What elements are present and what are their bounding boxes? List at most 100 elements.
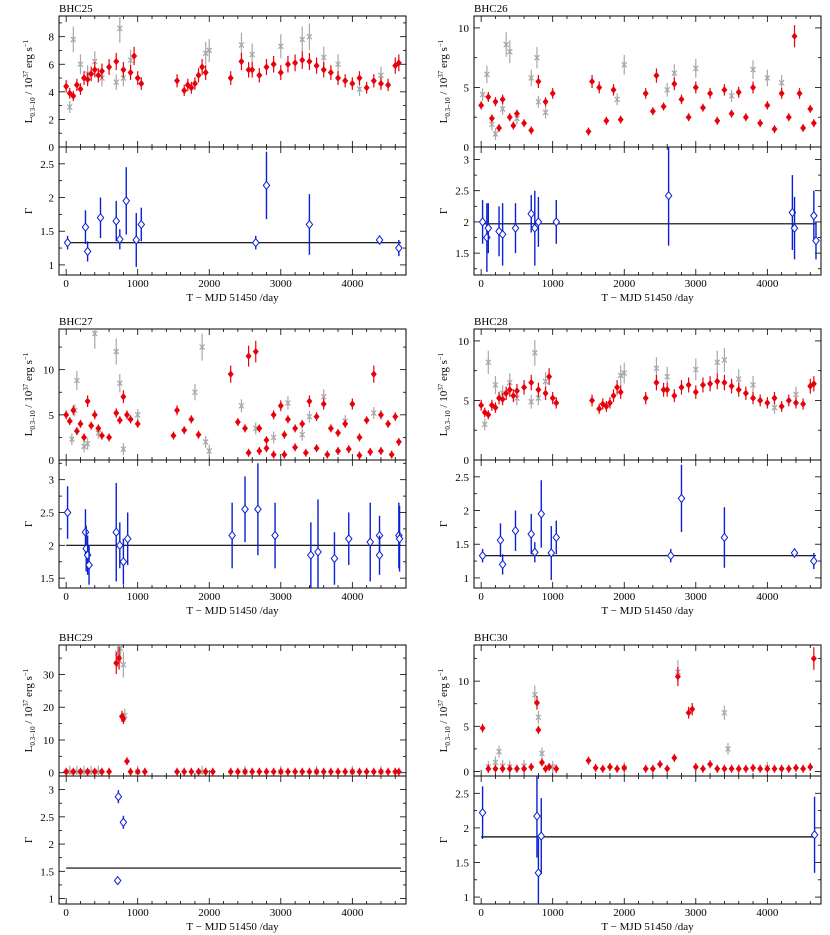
gamma-point xyxy=(63,237,72,248)
bright-point xyxy=(792,764,799,772)
bright-point xyxy=(292,443,299,452)
bright-point xyxy=(227,74,234,82)
y-lum-tick-label: 8 xyxy=(49,32,55,44)
bright-point xyxy=(542,389,549,397)
bright-point xyxy=(170,431,177,440)
bright-point xyxy=(499,765,506,773)
bright-point xyxy=(750,83,757,92)
y-lum-tick-label: 6 xyxy=(49,59,55,71)
faint-point xyxy=(202,438,209,445)
bright-point xyxy=(621,764,628,772)
faint-point xyxy=(721,709,728,716)
bright-point xyxy=(714,765,721,773)
gamma-point xyxy=(666,550,675,561)
gamma-point xyxy=(496,535,505,545)
gamma-point xyxy=(527,209,536,219)
bright-point xyxy=(496,124,503,132)
gamma-point xyxy=(534,217,543,227)
bright-point xyxy=(66,89,73,97)
bright-point xyxy=(138,79,145,88)
bright-point xyxy=(610,392,617,400)
faint-point xyxy=(116,380,123,387)
bright-point xyxy=(327,424,334,433)
bright-point xyxy=(521,765,528,773)
x-tick-label: 2000 xyxy=(613,278,636,290)
y-lum-tick-label: 4 xyxy=(49,87,55,99)
photon-index-axes-frame xyxy=(58,775,407,905)
bright-point xyxy=(63,82,70,91)
bright-point xyxy=(327,768,334,776)
x-axis-label: T − MJD 51450 /day xyxy=(186,605,279,617)
bright-point xyxy=(123,411,130,419)
bright-point xyxy=(284,768,291,776)
bright-point xyxy=(342,768,349,776)
y-lum-tick-label: 5 xyxy=(464,721,470,733)
x-tick-label: 0 xyxy=(63,278,69,290)
bright-point xyxy=(292,424,299,433)
faint-point xyxy=(479,91,486,98)
bright-point xyxy=(356,451,363,460)
faint-point xyxy=(120,661,127,668)
bright-point xyxy=(181,86,188,95)
faint-point xyxy=(270,434,277,441)
y-axis-label-gamma: Γ xyxy=(23,208,35,214)
bright-point xyxy=(678,95,685,104)
photon-index-series xyxy=(478,147,820,272)
y-axis-label-gamma: Γ xyxy=(23,521,35,527)
bright-point xyxy=(807,763,814,771)
gamma-point xyxy=(63,507,72,518)
x-tick-label: 0 xyxy=(478,591,484,603)
y-lum-tick-label: 5 xyxy=(49,410,55,422)
bright-point xyxy=(513,765,520,773)
bright-point xyxy=(499,395,506,403)
gamma-point xyxy=(119,817,128,828)
bright-point xyxy=(256,424,263,433)
bright-point xyxy=(764,765,771,773)
x-tick-label: 4000 xyxy=(756,591,779,603)
bright-point xyxy=(395,768,402,776)
photon-index-axes-frame xyxy=(58,146,407,276)
faint-point xyxy=(750,66,756,73)
bright-point xyxy=(327,68,334,77)
bright-point xyxy=(395,438,402,446)
bright-point xyxy=(592,764,599,772)
x-tick-label: 1000 xyxy=(127,278,150,290)
faint-point xyxy=(725,745,731,752)
bright-point xyxy=(728,109,735,118)
bright-point xyxy=(106,768,113,776)
bright-point xyxy=(535,726,542,734)
bright-point xyxy=(320,400,327,408)
bright-point xyxy=(707,380,714,388)
faint-point xyxy=(68,436,75,443)
gamma-point xyxy=(330,553,339,564)
bright-point xyxy=(596,83,603,92)
x-tick-label: 0 xyxy=(478,907,484,919)
bright-point xyxy=(270,768,277,776)
bright-point xyxy=(284,60,291,68)
bright-point xyxy=(664,386,671,394)
y-lum-tick-label: 10 xyxy=(458,336,470,348)
bright-point xyxy=(181,426,188,434)
y-gamma-tick-label: 1 xyxy=(464,892,470,904)
bright-point xyxy=(349,400,356,408)
y-axis-label-luminosity: L0.3–10 / 1037 erg s−1 xyxy=(437,668,452,752)
bright-point xyxy=(113,409,120,417)
bright-point xyxy=(664,765,671,773)
faint-point xyxy=(481,421,488,428)
gamma-point xyxy=(81,527,90,538)
faint-point xyxy=(306,413,313,420)
gamma-point xyxy=(810,210,818,221)
bright-point xyxy=(377,79,384,88)
bright-point xyxy=(277,768,284,776)
y-gamma-tick-label: 1 xyxy=(49,260,55,272)
photon-index-axes-frame xyxy=(473,146,822,276)
faint-point xyxy=(664,86,671,93)
y-axis-label-luminosity: L0.3–10 / 1037 erg s−1 xyxy=(22,352,37,436)
bright-point xyxy=(617,388,624,396)
x-axis-label: T − MJD 51450 /day xyxy=(601,292,694,304)
panel-bhc25: BHC25 0 1000 2000 3000 4000 T − MJD 51450 /day… xyxy=(22,3,407,304)
bright-point xyxy=(385,420,392,428)
faint-point xyxy=(503,41,510,48)
faint-point xyxy=(621,61,628,68)
bright-point xyxy=(778,89,785,98)
